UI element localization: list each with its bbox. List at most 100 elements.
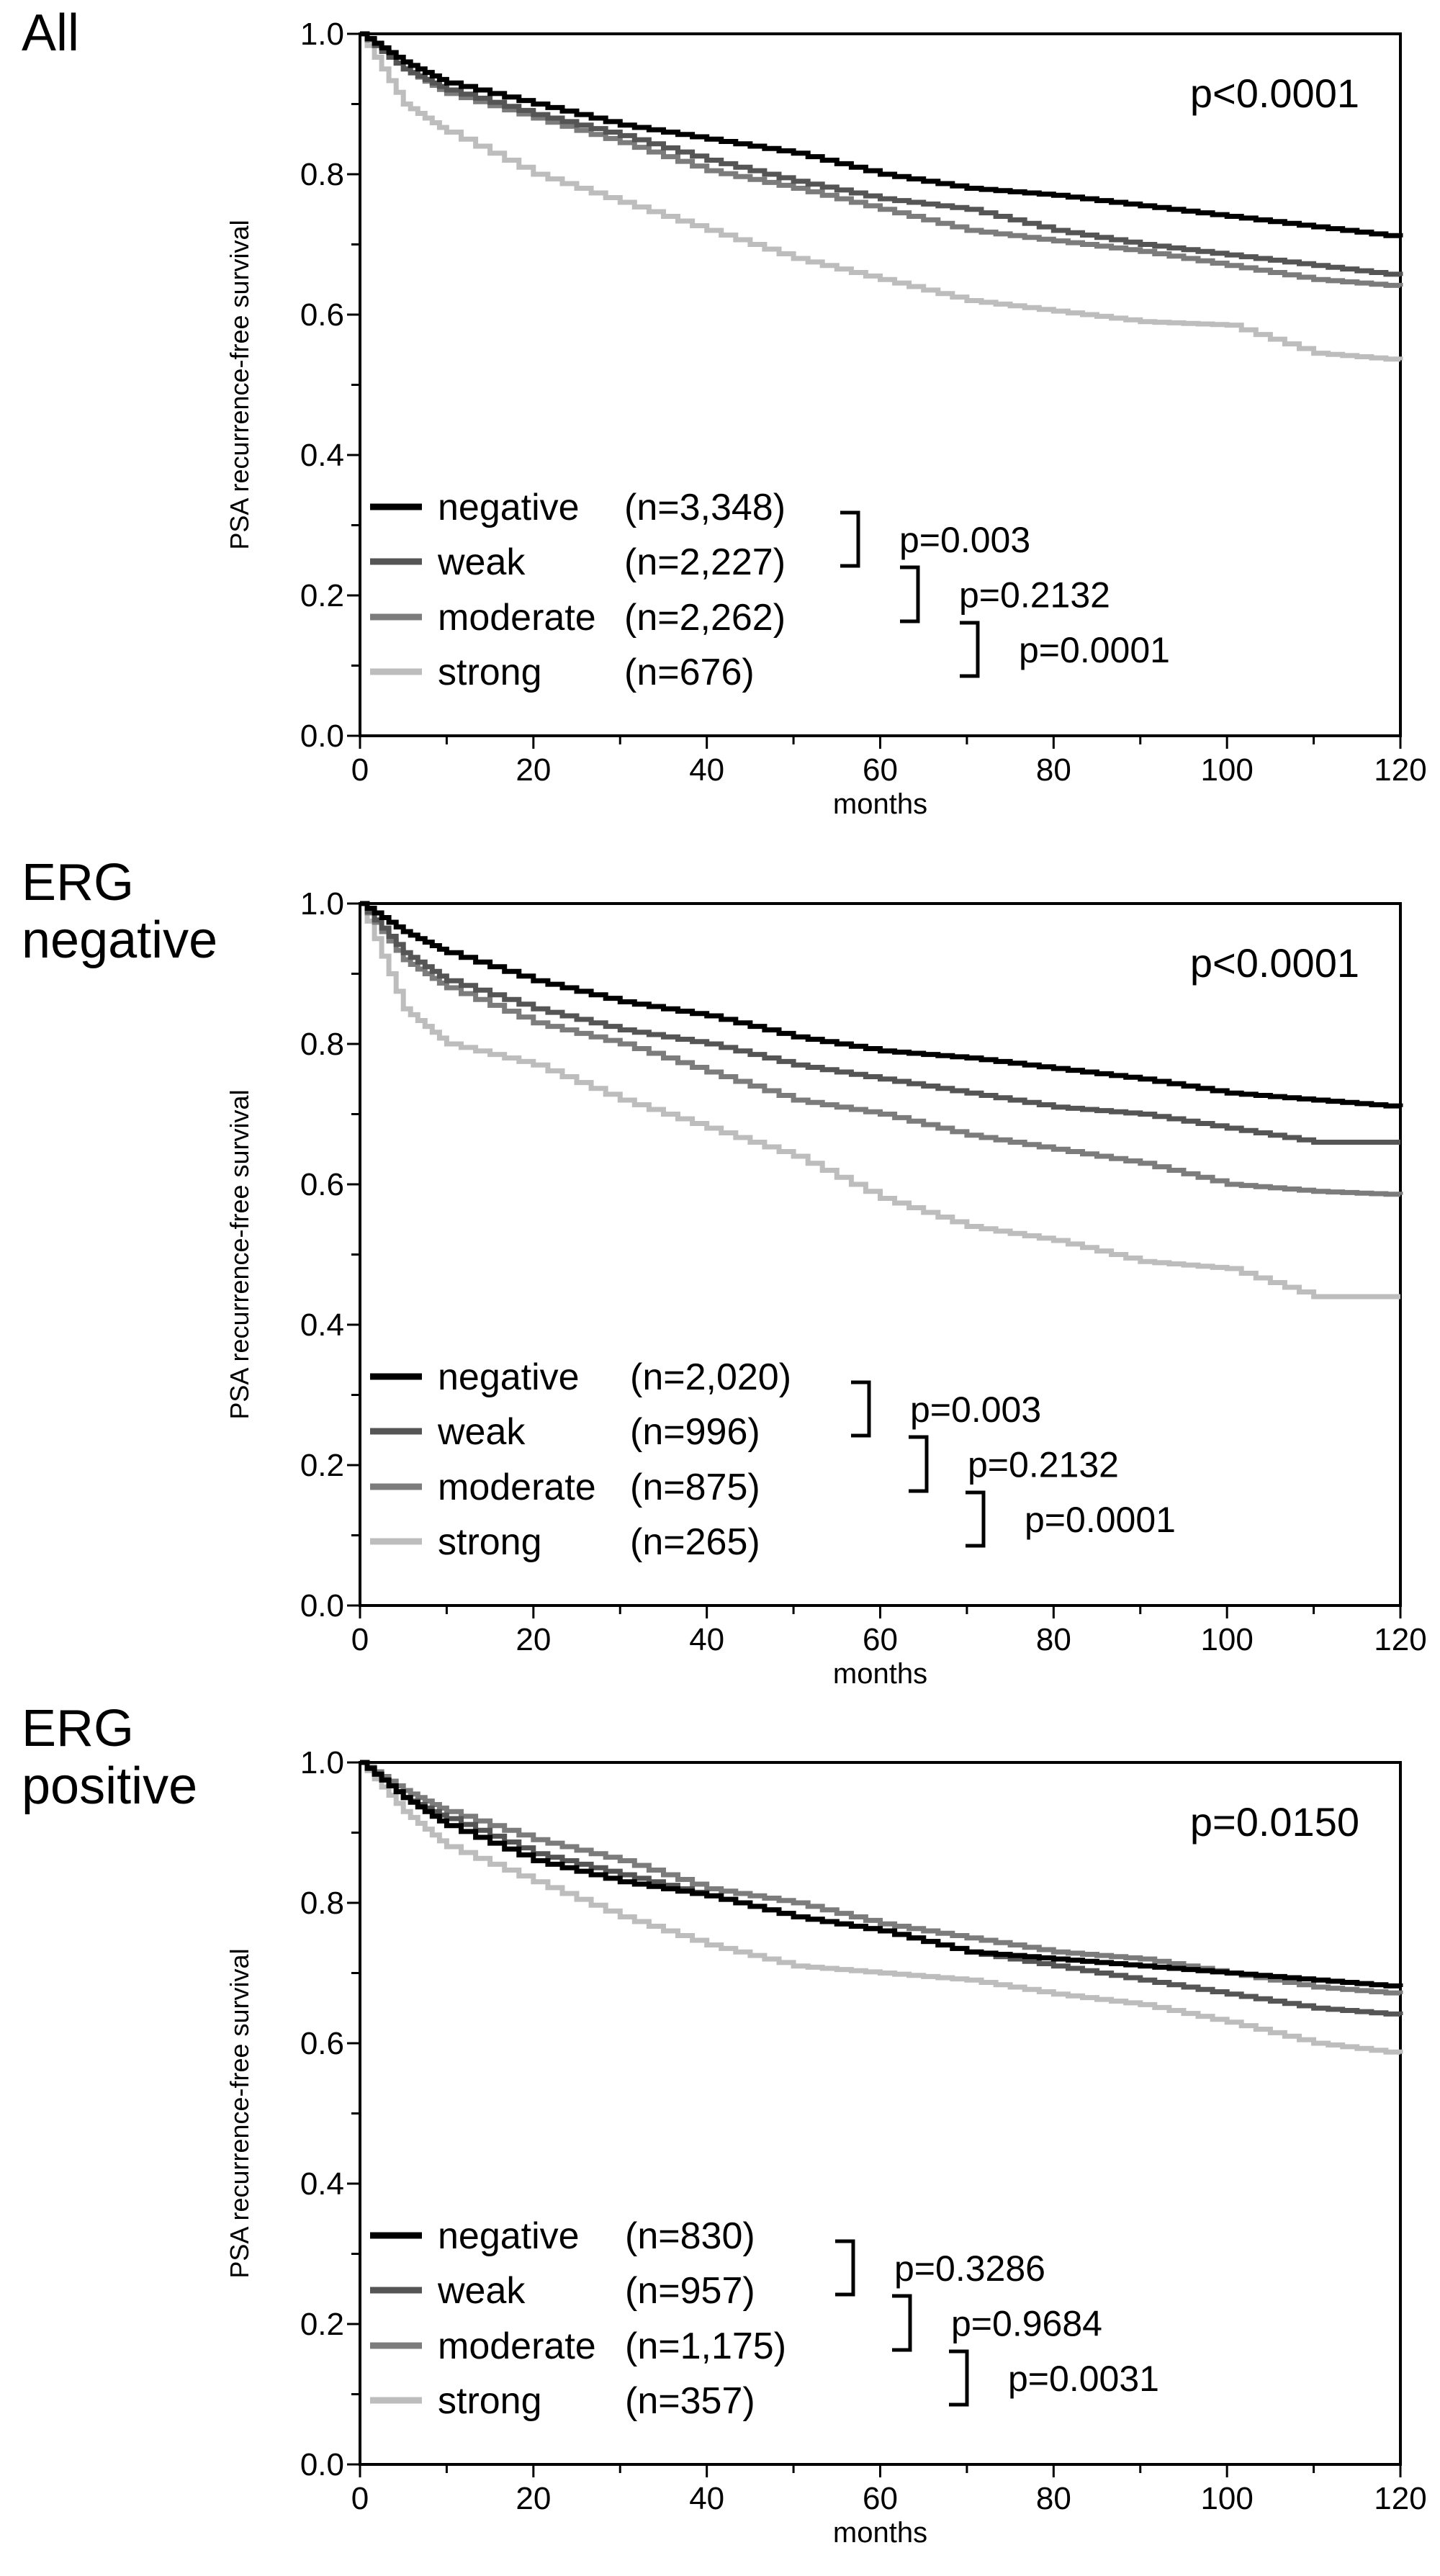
panel-title: negative (22, 911, 217, 969)
legend-n-weak: (n=2,227) (624, 541, 786, 583)
y-axis-label: PSA recurrence-free survival (225, 1089, 254, 1419)
comparison-p-value: p=0.0031 (1008, 2359, 1159, 2399)
legend-n-moderate: (n=1,175) (625, 2325, 786, 2367)
panel-title: All (22, 4, 79, 62)
x-tick-label: 80 (1036, 752, 1071, 788)
panel-title: ERG (22, 854, 134, 911)
legend-label-strong: strong (438, 1521, 542, 1563)
legend-label-moderate: moderate (438, 2325, 596, 2367)
comparison-p-value: p=0.003 (899, 520, 1030, 560)
x-tick-label: 0 (351, 2481, 369, 2516)
y-tick-label: 0.4 (300, 2166, 344, 2202)
comparison-p-value: p=0.2132 (959, 575, 1110, 616)
legend-n-weak: (n=996) (630, 1411, 760, 1453)
x-tick-label: 80 (1036, 1622, 1071, 1657)
x-tick-label: 60 (863, 1622, 898, 1657)
y-tick-label: 0.2 (300, 578, 344, 613)
panel-title: ERG (22, 1700, 134, 1757)
legend-label-strong: strong (438, 2380, 542, 2422)
legend-label-negative: negative (438, 487, 580, 528)
legend-label-moderate: moderate (438, 1467, 596, 1508)
y-tick-label: 0.4 (300, 1307, 344, 1343)
x-tick-label: 40 (689, 1622, 724, 1657)
x-tick-label: 40 (689, 2481, 724, 2516)
curve-strong (360, 31, 1403, 362)
comparison-p-value: p=0.0001 (1025, 1500, 1176, 1540)
overall-p-value: p<0.0001 (1190, 940, 1359, 986)
x-axis-label: months (833, 1658, 927, 1690)
km-panel-1: All 0 20 40 60 80 100 120 0.0 0.2 0.4 0.6 0.8 1.0 mont… (22, 4, 1427, 820)
legend-label-weak: weak (437, 541, 526, 583)
panel-title: positive (22, 1757, 197, 1815)
x-tick-label: 60 (863, 752, 898, 788)
x-tick-label: 20 (516, 752, 551, 788)
x-tick-label: 20 (516, 1622, 551, 1657)
curve-moderate (360, 31, 1403, 288)
y-tick-label: 0.6 (300, 2026, 344, 2061)
x-tick-label: 0 (351, 1622, 369, 1657)
overall-p-value: p<0.0001 (1190, 71, 1359, 116)
x-axis-label: months (833, 788, 927, 820)
comparison-p-value: p=0.3286 (894, 2248, 1045, 2289)
curve-weak (360, 901, 1400, 1145)
comparison-p-value: p=0.9684 (951, 2304, 1102, 2344)
legend-label-moderate: moderate (438, 597, 596, 639)
x-tick-label: 120 (1374, 2481, 1426, 2516)
y-tick-label: 0.0 (300, 2447, 344, 2482)
x-tick-label: 120 (1374, 752, 1426, 788)
x-tick-label: 0 (351, 752, 369, 788)
comparison-bracket (960, 621, 980, 678)
y-tick-label: 0.0 (300, 719, 344, 754)
legend-n-weak: (n=957) (625, 2270, 755, 2312)
y-tick-label: 0.2 (300, 1448, 344, 1483)
curve-strong (360, 1760, 1403, 2055)
curve-negative (360, 901, 1403, 1109)
y-axis-label: PSA recurrence-free survival (225, 220, 254, 549)
legend-n-strong: (n=676) (624, 652, 755, 693)
comparison-p-value: p=0.003 (910, 1390, 1041, 1430)
legend-label-weak: weak (437, 1411, 526, 1453)
comparison-bracket (909, 1435, 929, 1493)
legend-n-moderate: (n=875) (630, 1467, 760, 1508)
x-tick-label: 60 (863, 2481, 898, 2516)
y-tick-label: 1.0 (300, 886, 344, 922)
legend-n-strong: (n=265) (630, 1521, 760, 1563)
x-tick-label: 20 (516, 2481, 551, 2516)
curve-strong (360, 901, 1400, 1300)
legend-n-strong: (n=357) (625, 2380, 755, 2422)
legend-label-strong: strong (438, 652, 542, 693)
overall-p-value: p=0.0150 (1190, 1799, 1359, 1845)
y-tick-label: 0.8 (300, 1027, 344, 1062)
comparison-bracket (840, 510, 860, 568)
x-tick-label: 100 (1200, 1622, 1253, 1657)
x-tick-label: 40 (689, 752, 724, 788)
y-axis-label: PSA recurrence-free survival (225, 1948, 254, 2278)
curve-moderate (360, 1760, 1403, 1996)
comparison-p-value: p=0.2132 (968, 1445, 1119, 1485)
comparison-bracket (835, 2239, 855, 2297)
legend-n-negative: (n=3,348) (624, 487, 786, 528)
curve-negative (360, 1760, 1403, 1989)
legend-n-negative: (n=2,020) (630, 1356, 791, 1398)
x-tick-label: 100 (1200, 2481, 1253, 2516)
comparison-p-value: p=0.0001 (1019, 630, 1170, 670)
comparison-bracket (851, 1380, 871, 1438)
legend-n-moderate: (n=2,262) (624, 597, 786, 639)
legend-label-weak: weak (437, 2270, 526, 2312)
curve-moderate (360, 901, 1403, 1197)
comparison-bracket (892, 2294, 912, 2352)
legend-label-negative: negative (438, 1356, 580, 1398)
y-tick-label: 0.4 (300, 438, 344, 473)
y-tick-label: 1.0 (300, 1745, 344, 1780)
legend-n-negative: (n=830) (625, 2215, 755, 2257)
y-tick-label: 1.0 (300, 17, 344, 52)
y-tick-label: 0.2 (300, 2307, 344, 2342)
comparison-bracket (900, 565, 920, 623)
x-tick-label: 80 (1036, 2481, 1071, 2516)
curve-negative (360, 31, 1403, 238)
y-tick-label: 0.8 (300, 157, 344, 192)
y-tick-label: 0.0 (300, 1588, 344, 1623)
